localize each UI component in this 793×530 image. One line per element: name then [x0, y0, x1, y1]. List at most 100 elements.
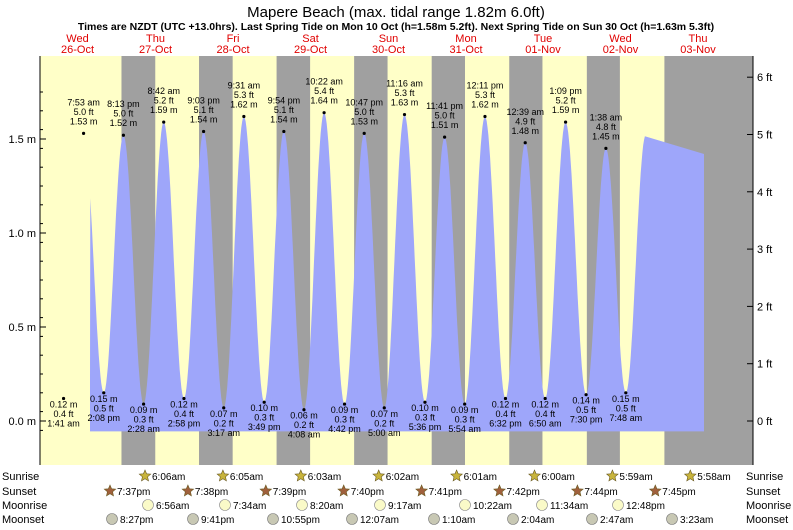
left-tick-label: 0.5 m [8, 322, 36, 334]
sunrise-time: 6:03am [308, 472, 341, 483]
high-tide-label: 4.8 ft [596, 122, 617, 132]
high-tide-label: 9:31 am [228, 80, 261, 90]
high-tide-label: 5.0 ft [74, 107, 95, 117]
high-tide-label: 10:22 am [305, 77, 343, 87]
high-tide-label: 12:39 am [506, 107, 544, 117]
day-name: Tue [534, 33, 553, 45]
high-tide-label: 1.54 m [190, 114, 218, 124]
low-tide-label: 0.2 ft [374, 418, 395, 428]
high-tide-label: 12:11 pm [467, 80, 504, 90]
right-tick-label: 2 ft [757, 301, 772, 313]
tide-point [342, 402, 347, 406]
tide-point [282, 129, 286, 134]
low-tide-label: 0.12 m [170, 399, 198, 409]
low-tide-label: 5:00 am [368, 428, 401, 438]
sunrise-icon [528, 469, 541, 482]
sunrise-time: 6:02am [386, 472, 419, 483]
moonrise-time: 8:20am [310, 501, 343, 512]
row-label-left: Moonrise [2, 500, 47, 512]
low-tide-label: 0.2 ft [294, 420, 315, 430]
sunset-icon [259, 484, 273, 497]
low-tide-label: 0.5 ft [576, 405, 597, 415]
day-name: Wed [609, 33, 631, 45]
tide-point [382, 406, 386, 410]
sunset-time: 7:39pm [273, 487, 306, 498]
tide-point [162, 120, 166, 124]
moonset-icon [346, 513, 358, 525]
tide-point [423, 400, 427, 404]
low-tide-label: 0.06 m [290, 411, 318, 421]
high-tide-label: 5.1 ft [194, 105, 215, 115]
right-tick-label: 3 ft [757, 244, 772, 256]
sunset-time: 7:44pm [584, 487, 617, 498]
right-tick-label: 1 ft [757, 359, 772, 371]
sunrise-time: 6:05am [230, 472, 263, 483]
row-label-right: Moonset [746, 514, 788, 525]
high-tide-label: 1.52 m [110, 118, 138, 128]
tide-curve [90, 112, 704, 432]
low-tide-label: 0.3 ft [455, 415, 476, 425]
day-date: 03-Nov [680, 44, 716, 56]
row-label-right: Sunset [746, 486, 780, 498]
day-date: 31-Oct [449, 44, 482, 56]
tide-point [61, 396, 66, 401]
day-date: 27-Oct [139, 44, 172, 56]
high-tide-label: 11:41 pm [426, 101, 463, 111]
tide-point [463, 402, 467, 406]
sunset-icon [103, 484, 117, 497]
low-tide-label: 4:08 am [288, 430, 321, 440]
high-tide-label: 5.0 ft [113, 109, 134, 119]
sunset-time: 7:45pm [662, 487, 695, 498]
high-tide-label: 1.45 m [592, 131, 620, 141]
low-tide-label: 0.4 ft [54, 409, 75, 419]
low-tide-label: 0.07 m [210, 409, 238, 419]
row-label-left: Sunrise [2, 471, 39, 483]
moonrise-time: 11:34am [550, 501, 588, 512]
high-tide-label: 5.0 ft [435, 111, 456, 121]
row-label-left: Moonset [2, 514, 44, 525]
high-tide-label: 5.4 ft [314, 86, 335, 96]
low-tide-label: 0.4 ft [495, 409, 516, 419]
tide-point [483, 114, 487, 119]
moonset-icon [507, 513, 519, 525]
low-tide-label: 0.3 ft [335, 415, 356, 425]
row-label-left: Sunset [2, 486, 36, 498]
high-tide-label: 1.59 m [552, 105, 580, 115]
tide-point [121, 133, 126, 137]
high-tide-label: 5.3 ft [475, 90, 496, 100]
low-tide-label: 4:42 pm [328, 424, 361, 434]
moonset-time: 1:10am [442, 515, 475, 525]
day-name: Fri [227, 33, 240, 45]
low-tide-label: 0.12 m [531, 399, 559, 409]
day-name: Sat [302, 33, 319, 45]
row-label-right: Sunrise [746, 471, 783, 483]
low-tide-label: 6:50 am [529, 418, 562, 428]
left-tick-label: 0.0 m [8, 416, 36, 428]
moonrise-icon [459, 499, 471, 511]
low-tide-label: 0.12 m [492, 399, 520, 409]
high-tide-label: 5.1 ft [274, 105, 295, 115]
tide-point [102, 391, 106, 395]
moonset-time: 10:55pm [281, 515, 320, 525]
tide-point [302, 408, 306, 412]
moonset-icon [187, 513, 199, 525]
tide-point [563, 120, 568, 124]
sunrise-icon [294, 469, 308, 482]
tide-point [402, 112, 407, 117]
chart-title: Mapere Beach (max. tidal range 1.82m 6.0… [247, 4, 545, 21]
low-tide-label: 0.15 m [90, 394, 118, 404]
moonrise-icon [296, 499, 308, 511]
right-tick-label: 0 ft [757, 416, 772, 428]
low-tide-label: 0.5 ft [616, 403, 637, 413]
low-tide-label: 0.10 m [411, 403, 439, 413]
tide-point [604, 146, 608, 150]
day-date: 28-Oct [216, 44, 249, 56]
sunrise-time: 5:59am [619, 472, 652, 483]
moonset-icon [106, 513, 118, 525]
left-tick-label: 1.0 m [8, 228, 36, 240]
high-tide-label: 9:54 pm [268, 95, 301, 105]
sunrise-time: 6:01am [464, 472, 497, 483]
moonset-time: 2:47am [600, 515, 633, 525]
high-tide-label: 1.51 m [431, 120, 459, 130]
